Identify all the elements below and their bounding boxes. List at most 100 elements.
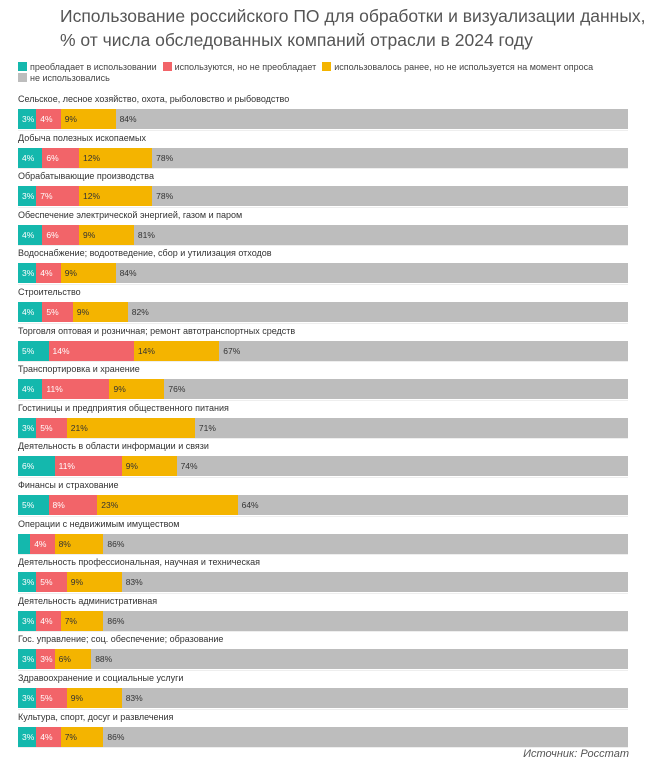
legend-item: используются, но не преобладает — [162, 62, 316, 73]
legend-swatch — [322, 62, 332, 71]
bar-segment: 71% — [194, 417, 628, 438]
bar-segment: 86% — [103, 610, 628, 631]
bar-segment: 76% — [164, 379, 628, 400]
bar-segment: 8% — [54, 533, 104, 554]
stacked-bar: 3% 5% 21% 71% — [18, 417, 628, 438]
bar-segment: 11% — [54, 456, 122, 477]
bar-segment: 9% — [109, 379, 165, 400]
category-label: Строительство — [18, 286, 81, 297]
bar-segment: 84% — [115, 263, 628, 284]
bar-segment: 86% — [103, 726, 628, 747]
stacked-bar: 4% 11% 9% 76% — [18, 379, 628, 400]
bar-segment: 9% — [60, 109, 116, 129]
source-note: Источник: Росстат — [523, 748, 629, 760]
category-row: Транспортировка и хранение 4% 11% 9% 76% — [18, 362, 628, 401]
category-row: Операции с недвижимым имуществом 4% 8% 86% — [18, 517, 628, 556]
bar-segment: 81% — [133, 224, 628, 245]
category-row: Гостиницы и предприятия общественного пи… — [18, 401, 628, 440]
bar-segment: 3% — [36, 649, 55, 670]
bar-segment: 6% — [42, 147, 79, 168]
bar-segment: 9% — [66, 572, 122, 593]
legend-swatch — [18, 62, 27, 71]
bar-segment: 84% — [115, 109, 628, 129]
category-row: Деятельность в области информации и связ… — [18, 439, 628, 478]
category-row: Деятельность административная 3% 4% 7% 86% — [18, 594, 628, 633]
bar-segment: 4% — [18, 147, 43, 168]
bar-segment: 5% — [36, 417, 67, 438]
bar-segment: 14% — [48, 340, 134, 361]
legend-swatch — [18, 73, 27, 82]
bar-segment: 7% — [36, 186, 79, 207]
bar-segment: 8% — [48, 494, 98, 515]
bar-segment: 5% — [36, 572, 67, 593]
legend-item: использовалось ранее, но не используется… — [322, 62, 593, 73]
bar-segment: 3% — [18, 417, 37, 438]
category-label: Транспортировка и хранение — [18, 364, 140, 375]
bar-segment: 9% — [66, 687, 122, 708]
legend-label: использовалось ранее, но не используется… — [334, 62, 594, 72]
bar-segment: 7% — [60, 610, 104, 631]
bar-segment: 5% — [18, 494, 49, 515]
legend-item: преобладает в использовании — [18, 62, 157, 73]
category-row: Культура, спорт, досуг и развлечения 3% 4%… — [18, 710, 628, 749]
category-label: Гос. управление; соц. обеспечение; образ… — [18, 634, 224, 645]
bar-segment: 4% — [36, 726, 61, 747]
bar-segment: 3% — [18, 649, 37, 670]
stacked-bar: 4% 8% 86% — [18, 533, 628, 554]
bar-segment: 64% — [237, 494, 628, 515]
stacked-bar: 5% 8% 23% 64% — [18, 494, 628, 515]
category-label: Деятельность административная — [18, 595, 158, 606]
bar-segment: 12% — [78, 147, 153, 168]
category-label: Водоснабжение; водоотведение, сбор и ути… — [18, 248, 272, 259]
bar-segment: 83% — [121, 687, 628, 708]
category-row: Здравоохранение и социальные услуги 3% 5% 9… — [18, 671, 628, 710]
category-label: Операции с недвижимым имуществом — [18, 518, 180, 529]
stacked-bar: 3% 4% 9% 84% — [18, 263, 628, 284]
category-row: Добыча полезных ископаемых 4% 6% 12% 78% — [18, 131, 628, 170]
category-label: Культура, спорт, досуг и развлечения — [18, 711, 174, 722]
stacked-bar: 3% 4% 9% 84% — [18, 109, 628, 129]
bar-segment: 83% — [121, 572, 628, 593]
category-row: Строительство 4% 5% 9% 82% — [18, 285, 628, 324]
bar-segment: 4% — [18, 301, 43, 322]
bar-segment: 9% — [60, 263, 116, 284]
bar-segment: 11% — [42, 379, 110, 400]
legend-item: не использовались — [18, 73, 110, 84]
bar-segment: 78% — [152, 147, 628, 168]
bar-segment: 14% — [133, 340, 220, 361]
bar-segment: 3% — [18, 726, 37, 747]
bar-segment: 4% — [36, 109, 61, 129]
bar-segment: 74% — [176, 456, 628, 477]
category-row: Торговля оптовая и розничная; ремонт авт… — [18, 324, 628, 363]
legend-swatch — [162, 62, 172, 71]
bar-segment: 3% — [18, 687, 37, 708]
bar-segment: 3% — [18, 572, 37, 593]
chart-title: Использование российского ПО для обработ… — [60, 6, 646, 50]
category-label: Обрабатывающие производства — [18, 171, 154, 182]
category-label: Торговля оптовая и розничная; ремонт авт… — [18, 325, 296, 336]
bar-segment: 5% — [42, 301, 73, 322]
bar-segment: 88% — [91, 649, 628, 670]
legend-label: не использовались — [30, 73, 110, 83]
stacked-bar: 3% 3% 6% 88% — [18, 649, 628, 670]
bars-area: Сельское, лесное хозяйство, охота, рыбол… — [18, 92, 628, 749]
category-label: Добыча полезных ископаемых — [18, 132, 146, 143]
bar-segment: 4% — [18, 379, 43, 400]
bar-segment: 9% — [121, 456, 177, 477]
bar-segment — [18, 533, 31, 554]
stacked-bar: 3% 5% 9% 83% — [18, 572, 628, 593]
category-row: Сельское, лесное хозяйство, охота, рыбол… — [18, 92, 628, 131]
category-row: Деятельность профессиональная, научная и… — [18, 555, 628, 594]
bar-segment: 4% — [36, 263, 61, 284]
bar-segment: 3% — [18, 109, 37, 129]
bar-segment: 6% — [42, 224, 79, 245]
stacked-bar: 6% 11% 9% 74% — [18, 456, 628, 477]
stacked-bar: 4% 5% 9% 82% — [18, 301, 628, 322]
stacked-bar: 3% 4% 7% 86% — [18, 610, 628, 631]
category-row: Обрабатывающие производства 3% 7% 12% 78% — [18, 169, 628, 208]
stacked-bar: 5% 14% 14% 67% — [18, 340, 628, 361]
legend: преобладает в использовании используются,… — [18, 62, 618, 84]
bar-segment: 21% — [66, 417, 195, 438]
bar-segment: 23% — [97, 494, 238, 515]
bar-segment: 6% — [54, 649, 92, 670]
